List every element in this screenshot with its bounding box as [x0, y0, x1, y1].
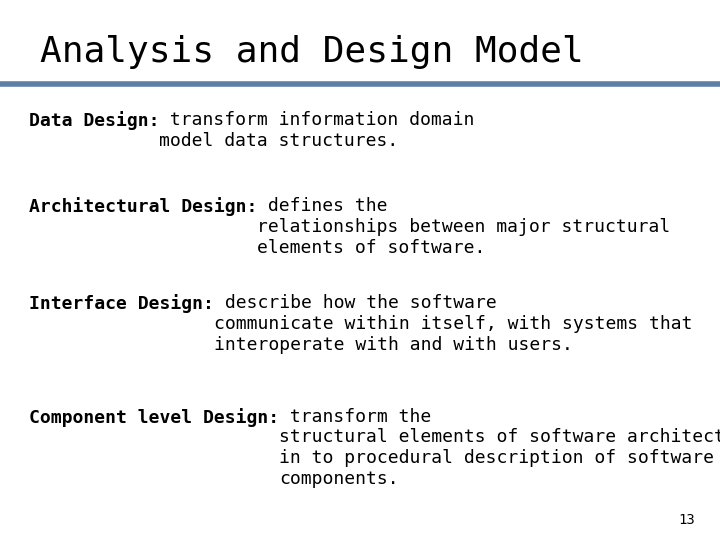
Text: transform the
structural elements of software architecture
in to procedural desc: transform the structural elements of sof…	[279, 408, 720, 488]
Text: defines the
relationships between major structural
elements of software.: defines the relationships between major …	[257, 197, 670, 256]
Text: 13: 13	[678, 512, 695, 526]
Text: transform information domain
model data structures.: transform information domain model data …	[159, 111, 474, 150]
Text: Component level Design:: Component level Design:	[29, 408, 279, 427]
Text: describe how the software
communicate within itself, with systems that
interoper: describe how the software communicate wi…	[214, 294, 692, 354]
Text: Interface Design:: Interface Design:	[29, 294, 214, 313]
Text: Architectural Design:: Architectural Design:	[29, 197, 257, 216]
Text: Data Design:: Data Design:	[29, 111, 159, 130]
Text: Analysis and Design Model: Analysis and Design Model	[40, 35, 583, 69]
